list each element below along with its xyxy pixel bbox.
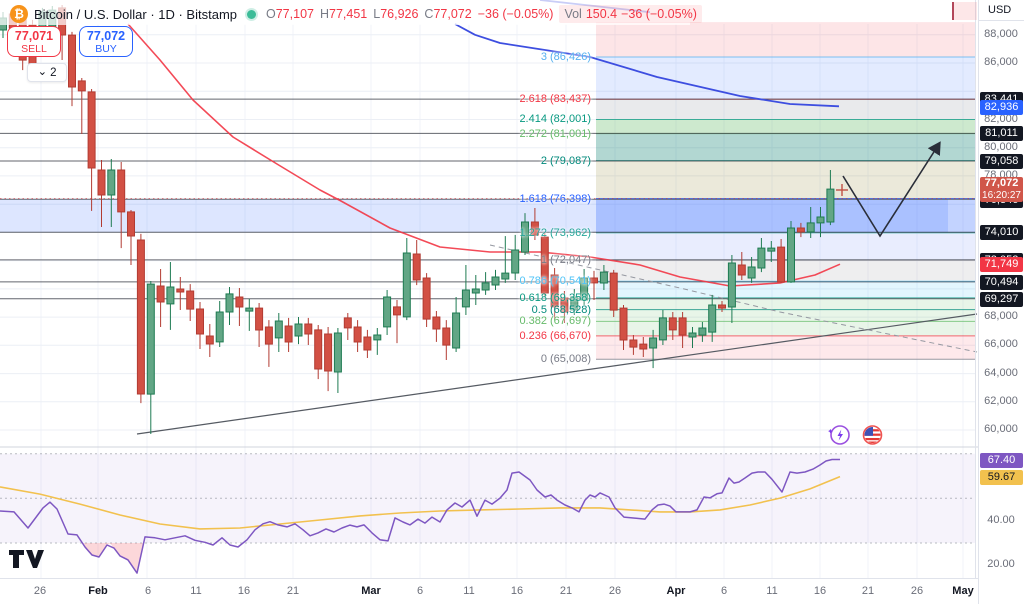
- fib-level-label: 1.272 (73,962): [519, 227, 591, 239]
- buy-button[interactable]: 77,072 BUY: [79, 26, 133, 57]
- fib-level-label: 2.414 (82,001): [519, 113, 591, 125]
- time-axis-month-label: May: [952, 585, 974, 597]
- axis-price-label: 88,000: [984, 28, 1018, 40]
- bitcoin-icon: ₿: [10, 5, 28, 23]
- rsi-ma-value-badge: 59.67: [980, 469, 1023, 485]
- symbol-title: Bitcoin / U.S. Dollar · 1D · Bitstamp: [34, 6, 237, 22]
- fib-level-label: 0.5 (68,528): [531, 304, 591, 316]
- fib-level-label: 2 (79,087): [540, 155, 591, 167]
- hline-price-badge: 70,494: [980, 274, 1023, 290]
- hline-price-badge: 81,011: [980, 125, 1023, 141]
- hline-price-badge: 69,297: [980, 291, 1023, 307]
- time-axis-day-label: 11: [766, 585, 778, 597]
- market-status-dot-icon: [247, 9, 256, 19]
- change-value: −36 (−0.05%): [477, 7, 554, 21]
- fib-level-label: 1.618 (76,398): [519, 193, 591, 205]
- time-axis-day-label: 6: [416, 585, 424, 597]
- time-axis-day-label: 6: [144, 585, 152, 597]
- time-axis-day-label: 16: [813, 585, 827, 597]
- axis-price-label: 20.00: [987, 558, 1015, 570]
- price-axis[interactable]: USD 88,000 86,000 82,000 80,000 78,000 68,000…: [978, 0, 1024, 604]
- fib-level-label: 2.272 (81,001): [519, 128, 591, 140]
- rsi-value-badge: 67.40: [980, 452, 1023, 468]
- fib-level-label: 0.236 (66,670): [519, 330, 591, 342]
- current-price-badge: 77,072 16:20:27: [980, 177, 1023, 202]
- current-price: 77,072: [984, 177, 1019, 189]
- axis-price-label: 80,000: [984, 141, 1018, 153]
- fib-level-label: 0.786 (70,541): [519, 275, 591, 287]
- time-axis-day-label: 21: [286, 585, 300, 597]
- time-axis-month-label: Feb: [88, 585, 108, 597]
- bar-countdown: 16:20:27: [982, 190, 1021, 201]
- fib-level-label: 0 (65,008): [540, 353, 591, 365]
- sell-button[interactable]: 77,071 SELL: [7, 26, 61, 57]
- time-axis-day-label: 6: [720, 585, 728, 597]
- axis-price-label: 82,000: [984, 113, 1018, 125]
- price-axis-currency[interactable]: USD: [979, 0, 1024, 21]
- fib-level-label: 2.618 (83,437): [519, 93, 591, 105]
- axis-price-label: 64,000: [984, 367, 1018, 379]
- time-axis-month-label: Apr: [666, 585, 686, 597]
- axis-price-label: 62,000: [984, 395, 1018, 407]
- time-axis-day-label: 11: [190, 585, 202, 597]
- time-axis-day-label: 26: [608, 585, 622, 597]
- ohlc-open: O77,107: [266, 7, 314, 21]
- time-axis-day-label: 26: [910, 585, 924, 597]
- ohlc-high: H77,451: [319, 7, 368, 21]
- time-axis-day-label: 21: [559, 585, 573, 597]
- alert-strip-fragment: [952, 2, 977, 20]
- fib-level-label: 3 (86,426): [540, 51, 591, 63]
- ohlc-low: L76,926: [373, 7, 419, 21]
- blue-ma-price-badge: 82,936: [980, 99, 1023, 115]
- red-ma-price-badge: 71,749: [980, 256, 1023, 272]
- time-axis-day-label: 16: [237, 585, 251, 597]
- time-axis-day-label: 21: [861, 585, 875, 597]
- time-axis-day-label: 16: [510, 585, 524, 597]
- fib-level-label: 0.618 (69,358): [519, 292, 591, 304]
- us-flag-icon[interactable]: [861, 424, 884, 447]
- ohlc-close: C77,072: [424, 7, 472, 21]
- time-axis-day-label: 11: [463, 585, 475, 597]
- symbol-legend: ₿ Bitcoin / U.S. Dollar · 1D · Bitstamp …: [10, 4, 702, 24]
- positions-count-chip[interactable]: ⌄ 2: [27, 63, 67, 82]
- tradingview-logo-icon[interactable]: [8, 549, 44, 569]
- fib-level-label: 0.382 (67,697): [519, 315, 591, 327]
- axis-price-label: 68,000: [984, 310, 1018, 322]
- axis-price-label: 40.00: [987, 514, 1015, 526]
- axis-price-label: 60,000: [984, 423, 1018, 435]
- axis-price-label: 66,000: [984, 338, 1018, 350]
- time-axis-day-label: 26: [33, 585, 47, 597]
- chevron-down-icon: ⌄: [37, 65, 48, 78]
- ai-flash-icon[interactable]: [828, 424, 851, 447]
- hline-price-badge: 79,058: [980, 153, 1023, 169]
- axis-price-label: 86,000: [984, 56, 1018, 68]
- hline-price-badge: 74,010: [980, 224, 1023, 240]
- volume-readout: Vol 150.4 −36 (−0.05%): [559, 5, 702, 23]
- time-axis-month-label: Mar: [361, 585, 381, 597]
- fib-level-label: 1 (72,047): [540, 254, 591, 266]
